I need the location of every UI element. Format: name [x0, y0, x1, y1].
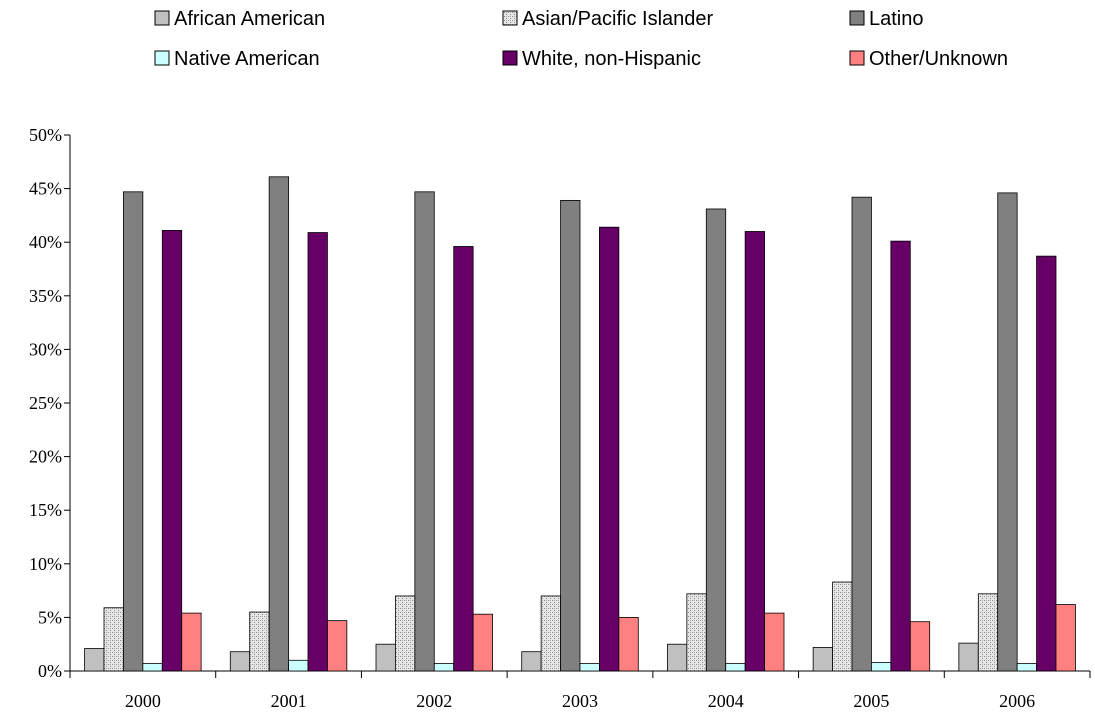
- bar-other-unknown-2001: [327, 620, 348, 672]
- bar-asian-pacific-islander-2001: [249, 611, 270, 672]
- y-tick-label: 40%: [29, 232, 62, 252]
- bar-african-american-2000: [84, 648, 105, 672]
- bar-latino-2001: [268, 176, 289, 672]
- bar-white-non-hispanic-2001: [307, 232, 328, 672]
- bar-asian-pacific-islander-2002: [395, 595, 416, 672]
- legend: African American Asian/Pacific Islander La…: [154, 8, 1008, 70]
- bar-white-non-hispanic-2004: [744, 231, 765, 672]
- y-tick-label: 15%: [29, 500, 62, 520]
- bar-other-unknown-2005: [909, 621, 931, 672]
- legend-swatch-other-unknown: [849, 50, 865, 66]
- bar-other-unknown-2006: [1055, 604, 1076, 672]
- legend-label-african-american: African American: [174, 8, 325, 30]
- x-tick-label: 2005: [853, 691, 889, 711]
- bar-native-american-2002: [433, 663, 455, 672]
- bars: [84, 176, 1076, 672]
- x-tick-label: 2001: [271, 691, 307, 711]
- x-tick-label: 2004: [708, 691, 744, 711]
- bar-african-american-2001: [229, 651, 251, 672]
- y-tick-label: 20%: [29, 447, 62, 467]
- bar-native-american-2003: [579, 663, 600, 672]
- bar-asian-pacific-islander-2000: [103, 607, 124, 672]
- bar-african-american-2002: [375, 643, 396, 672]
- bar-asian-pacific-islander-2004: [686, 593, 707, 672]
- bar-latino-2003: [560, 199, 581, 672]
- legend-label-asian-pacific-islander: Asian/Pacific Islander: [522, 8, 714, 30]
- y-tick-label: 45%: [29, 179, 62, 199]
- bar-other-unknown-2004: [764, 612, 785, 672]
- bar-asian-pacific-islander-2005: [832, 581, 853, 672]
- bar-asian-pacific-islander-2003: [540, 595, 561, 672]
- bar-asian-pacific-islander-2006: [977, 593, 999, 672]
- y-tick-label: 10%: [29, 554, 62, 574]
- bar-african-american-2003: [521, 651, 542, 672]
- bar-white-non-hispanic-2006: [1036, 255, 1057, 672]
- y-tick-label: 0%: [38, 661, 62, 681]
- y-tick-label: 50%: [29, 125, 62, 145]
- y-tick-label: 25%: [29, 393, 62, 413]
- bar-other-unknown-2000: [181, 612, 202, 672]
- bar-native-american-2000: [142, 663, 163, 672]
- bar-african-american-2005: [812, 647, 833, 672]
- bar-native-american-2005: [871, 662, 892, 672]
- bar-white-non-hispanic-2003: [599, 226, 620, 672]
- bar-latino-2002: [414, 191, 435, 672]
- y-tick-label: 5%: [38, 607, 62, 627]
- bar-native-american-2001: [288, 659, 309, 672]
- legend-label-other-unknown: Other/Unknown: [869, 48, 1008, 70]
- x-tick-label: 2003: [562, 691, 598, 711]
- legend-swatch-asian-pacific-islander: [502, 10, 518, 26]
- axes: 0% 5% 10% 15% 20% 25% 30% 35% 40% 45% 50% 2000 2001 2…: [29, 125, 1091, 711]
- bar-other-unknown-2002: [472, 613, 493, 672]
- legend-swatch-white-non-hispanic: [502, 50, 518, 66]
- y-tick-label: 35%: [29, 286, 62, 306]
- bar-african-american-2004: [667, 643, 688, 672]
- x-tick-label: 2006: [999, 691, 1035, 711]
- legend-swatch-african-american: [154, 10, 170, 26]
- y-tick-label: 30%: [29, 339, 62, 359]
- legend-swatch-latino: [849, 10, 865, 26]
- bar-white-non-hispanic-2000: [161, 230, 183, 672]
- bar-white-non-hispanic-2005: [890, 240, 911, 672]
- legend-label-native-american: Native American: [174, 48, 320, 70]
- bar-native-american-2004: [725, 663, 746, 672]
- bar-other-unknown-2003: [618, 617, 639, 672]
- bar-african-american-2006: [958, 642, 979, 672]
- legend-swatch-native-american: [154, 50, 170, 66]
- bar-native-american-2006: [1016, 663, 1037, 672]
- bar-latino-2000: [123, 191, 144, 672]
- x-tick-label: 2002: [416, 691, 452, 711]
- bar-white-non-hispanic-2002: [453, 246, 474, 672]
- legend-label-latino: Latino: [869, 8, 924, 30]
- bar-latino-2005: [851, 196, 872, 672]
- bar-latino-2006: [997, 192, 1018, 672]
- x-tick-label: 2000: [125, 691, 161, 711]
- bar-latino-2004: [705, 208, 727, 672]
- legend-label-white-non-hispanic: White, non-Hispanic: [522, 48, 701, 70]
